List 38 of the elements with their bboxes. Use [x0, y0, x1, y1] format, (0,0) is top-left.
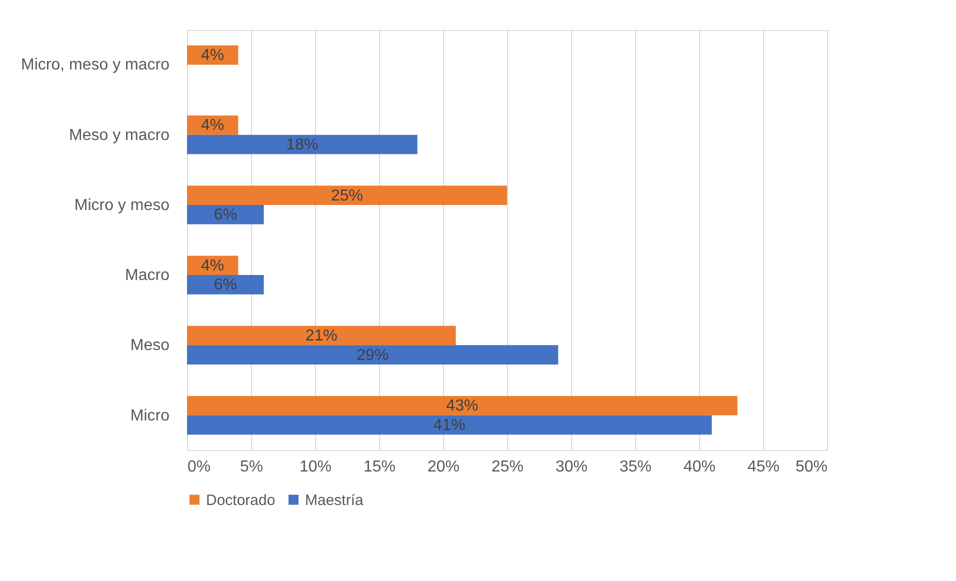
- data-label: 4%: [201, 47, 224, 64]
- legend-label: Doctorado: [206, 492, 276, 509]
- x-tick-label: 25%: [491, 458, 524, 476]
- data-label: 21%: [305, 328, 338, 345]
- x-tick-label: 30%: [555, 458, 588, 476]
- x-tick-label: 5%: [240, 458, 264, 476]
- bar: [187, 275, 264, 294]
- x-tick-label: 15%: [363, 458, 396, 476]
- x-tick-label: 40%: [683, 458, 716, 476]
- bar: [187, 134, 418, 154]
- x-tick-label: 35%: [619, 458, 652, 476]
- x-tick-label: 20%: [427, 458, 460, 476]
- data-label: 6%: [214, 206, 237, 224]
- x-tick-label: 50%: [795, 458, 828, 476]
- bar: [187, 186, 507, 205]
- data-label: 18%: [286, 136, 318, 154]
- data-label: 41%: [433, 416, 466, 434]
- y-tick-label: Micro, meso y macro: [21, 56, 170, 74]
- bar: [187, 345, 558, 364]
- data-label: 4%: [201, 257, 224, 274]
- legend-label: Maestría: [305, 492, 364, 509]
- data-label: 25%: [330, 187, 364, 204]
- y-tick-label: Micro y meso: [74, 196, 170, 214]
- x-tick-label: 0%: [188, 458, 211, 476]
- bar: [187, 415, 712, 435]
- y-tick-label: Macro: [125, 267, 170, 284]
- y-tick-label: Meso y macro: [69, 126, 170, 144]
- x-tick-label: 10%: [299, 458, 332, 476]
- data-label: 6%: [214, 276, 237, 294]
- bar: [187, 326, 456, 346]
- data-label: 29%: [356, 346, 389, 364]
- data-label: 43%: [446, 398, 478, 415]
- y-tick-label: Meso: [130, 337, 170, 354]
- data-label: 4%: [201, 117, 224, 134]
- x-tick-label: 45%: [747, 458, 780, 476]
- bar: [187, 204, 264, 224]
- y-tick-label: Micro: [130, 407, 170, 424]
- bar: [187, 396, 738, 416]
